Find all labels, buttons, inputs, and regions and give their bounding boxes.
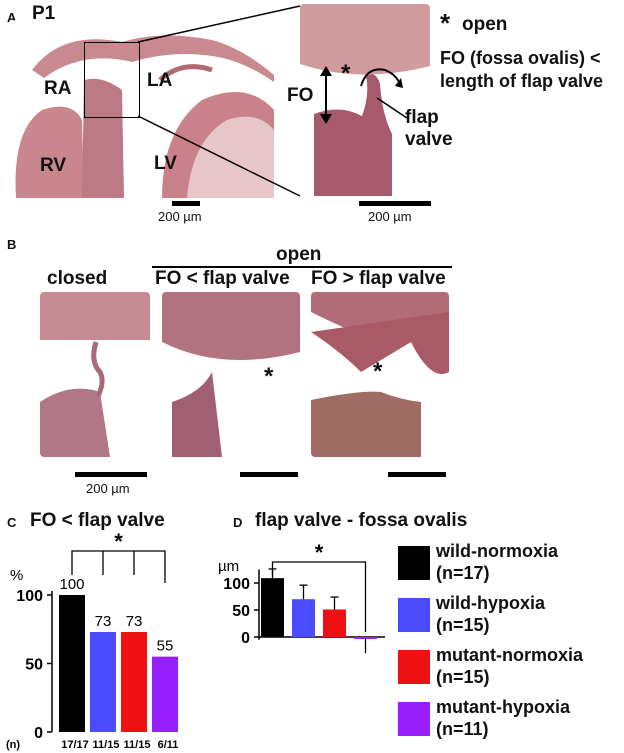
bar-mutant-normoxia [323,609,346,637]
y-tick-label: 50 [25,657,43,674]
legend-label: wild-normoxia [436,541,559,561]
legend-label: mutant-hypoxia [436,697,571,717]
zoom-box [84,42,140,118]
legend-n: (n=11) [436,719,489,739]
open-header: open [276,244,322,265]
n-label: 6/11 [158,739,179,751]
label-fo: FO [287,85,314,106]
y-axis-label: µm [218,558,239,575]
bar-wild-normoxia [261,578,284,637]
scale-label-b: 200 µm [86,481,130,496]
scale-bar-b2 [240,472,298,477]
label-valve: valve [405,129,453,150]
panel-d-title: flap valve - fossa ovalis [255,510,468,531]
fo-less-star: * [264,363,274,390]
bar-mutant-normoxia [121,631,147,732]
bar-wild-hypoxia [292,599,315,637]
open-underline [152,266,452,268]
legend-open: open [462,14,508,35]
chart-c: % 0 50 100 100 17/17 73 11/15 73 11/15 55 6/11 (n) * [6,530,179,751]
legend-line-2: length of flap valve [440,71,604,91]
fo-greater-image [311,292,449,457]
y-tick-label: 100 [223,576,250,593]
scale-bar-b1 [75,472,147,477]
legend-line-1: FO (fossa ovalis) < [440,48,601,68]
chart-d: µm 0 50 100 * [218,540,385,654]
fo-greater-star: * [373,358,383,385]
legend-swatch-wild-hypoxia [398,598,430,632]
legend-n: (n=15) [436,615,490,635]
legend-label: wild-hypoxia [436,593,546,613]
y-axis-label: % [10,567,23,584]
bar-mutant-hypoxia [354,637,377,639]
legend-swatch-mutant-normoxia [398,650,430,684]
legend-star: * [440,8,451,38]
significance-star: * [114,530,123,554]
col-fo-greater: FO > flap valve [311,268,446,289]
col-closed: closed [47,268,108,289]
data-label: 55 [157,638,174,655]
n-label: 11/15 [93,739,120,751]
fo-double-arrow [320,66,332,124]
bar-wild-normoxia [59,595,85,732]
legend-swatch-wild-normoxia [398,546,430,580]
label-flap: flap [405,107,439,128]
panel-c-title: FO < flap valve [30,510,165,531]
legend-swatch-mutant-hypoxia [398,702,430,736]
scale-label-left: 200 µm [158,209,202,224]
significance-bracket [271,561,367,632]
scale-bar-left [172,201,200,206]
significance-star: * [315,540,324,565]
panel-d-letter: D [233,515,243,530]
legend-n: (n=15) [436,667,490,687]
data-label: 100 [59,576,84,593]
scale-bar-right [359,201,431,206]
legend: wild-normoxia (n=17) wild-hypoxia (n=15) mut… [398,541,622,746]
data-label: 73 [126,613,143,630]
col-fo-less: FO < flap valve [155,268,290,289]
y-tick-label: 100 [16,588,43,605]
legend-label: mutant-normoxia [436,645,584,665]
y-tick-label: 0 [241,630,250,647]
zoom-star: * [341,60,351,87]
panel-a-letter: A [7,10,17,25]
y-tick-label: 0 [34,725,43,742]
label-rv: RV [40,155,67,176]
closed-image [40,292,150,457]
heart-section-image [12,20,282,198]
scale-bar-b3 [388,472,446,477]
zoom-image [300,4,430,196]
panel-a-title: P1 [32,3,56,24]
data-label: 73 [95,613,112,630]
panel-b-letter: B [7,237,17,252]
panel-c-letter: C [7,515,17,530]
flap-pointer-arrows [360,68,408,119]
legend-n: (n=17) [436,563,490,583]
label-lv: LV [154,153,177,174]
fo-less-image [162,292,300,457]
bar-wild-hypoxia [90,631,116,732]
significance-bracket [71,550,166,583]
n-header: (n) [6,739,20,751]
y-tick-label: 50 [232,603,250,620]
bar-mutant-hypoxia [152,656,178,732]
label-ra: RA [44,78,72,99]
n-label: 17/17 [61,739,89,751]
scale-label-right: 200 µm [368,209,412,224]
n-label: 11/15 [124,739,151,751]
label-la: LA [147,70,173,91]
